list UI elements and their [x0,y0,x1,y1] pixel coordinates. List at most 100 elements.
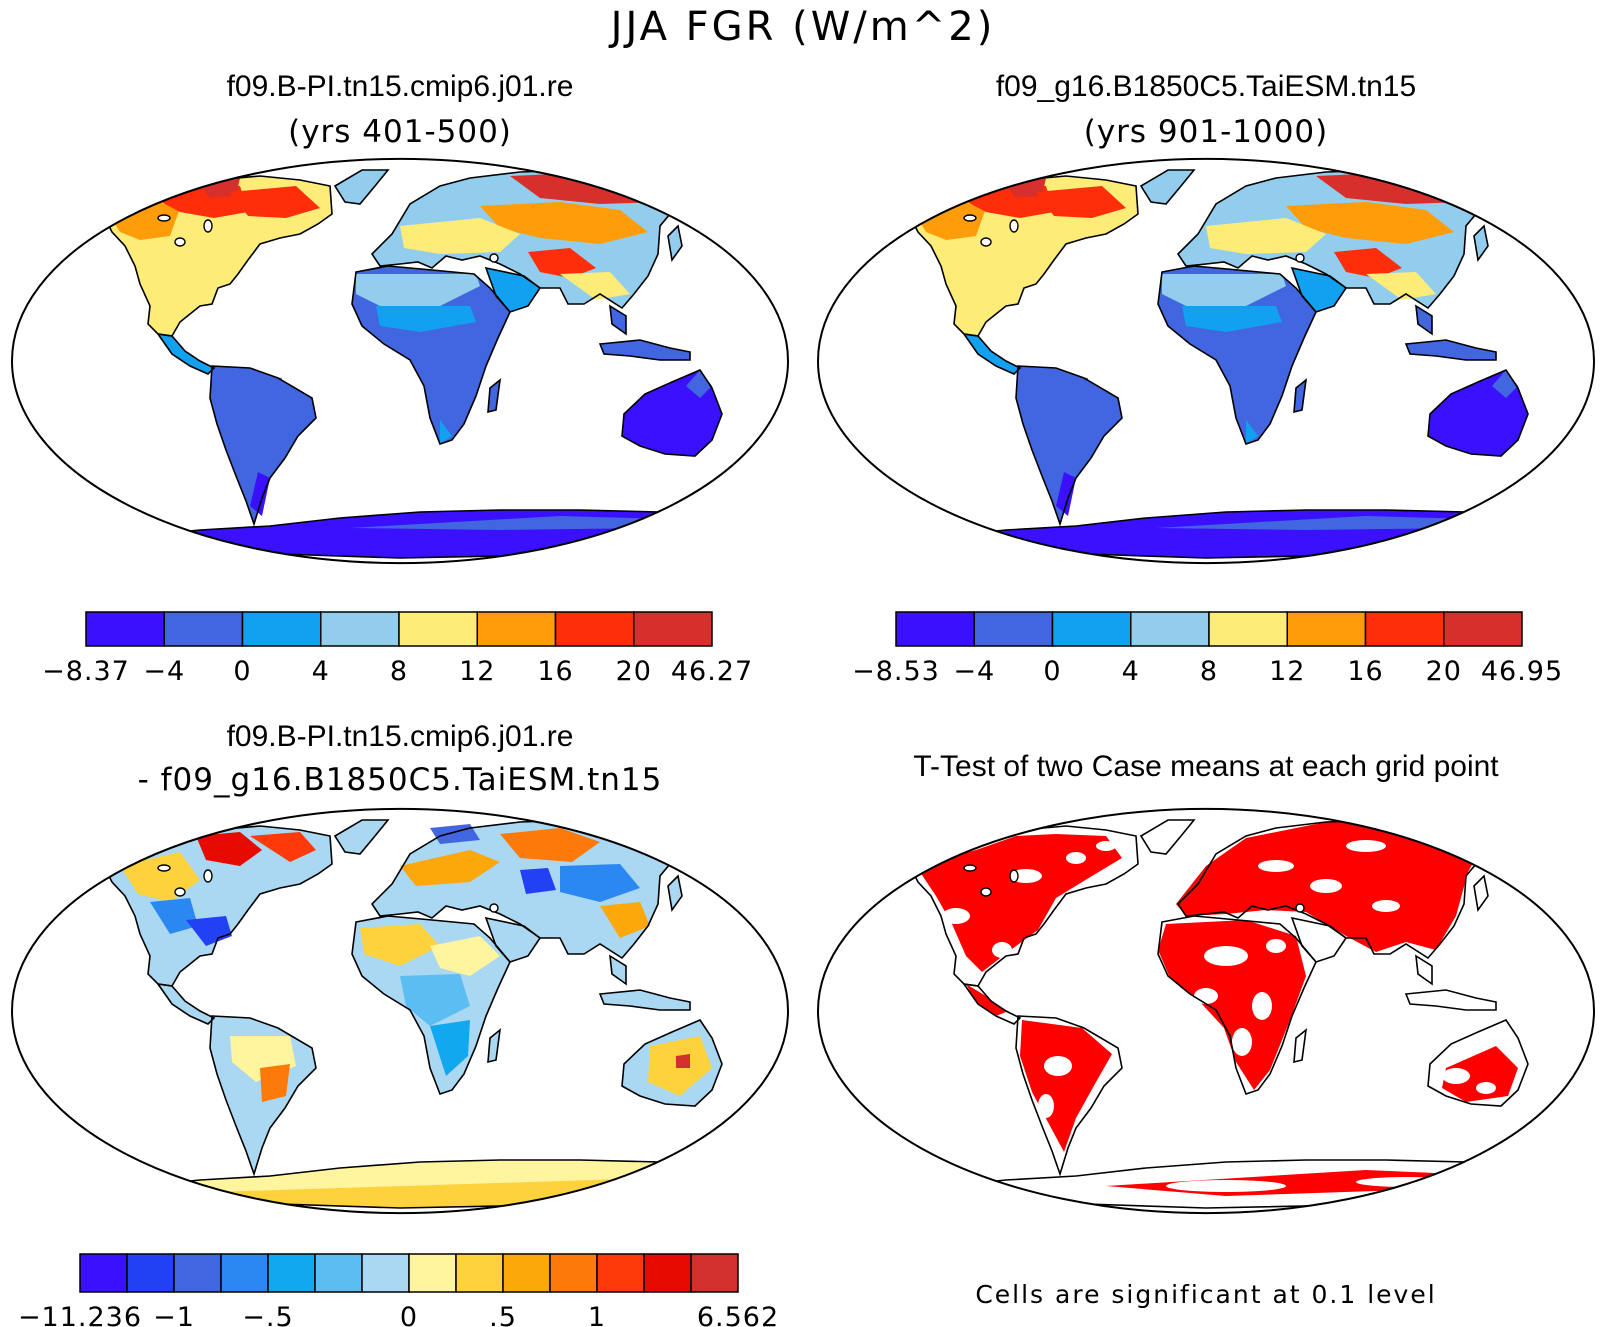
field-contour [1366,272,1436,300]
field-contour [1056,472,1076,516]
field-contour [1334,248,1402,278]
coastline-antarctica [139,509,738,559]
nonsignificant-cells [1232,1028,1252,1056]
coastline-eurasia [370,169,692,310]
coastline-australia [621,369,723,457]
coastline-northAmerica [103,825,333,987]
colorbar-label: −11.236 [18,1302,142,1327]
field-contour [560,864,640,902]
colorbar-box [241,611,322,647]
land-japan [1474,876,1488,910]
colorbar-box [596,1253,645,1293]
colorbar-box [1051,611,1132,647]
significant-cells [966,984,1006,1016]
coastline-centralAmerica [962,982,1022,1025]
field-contour [430,1020,470,1076]
colorbar-label: .5 [489,1302,517,1327]
nonsignificant-cells [1372,900,1400,912]
nonsignificant-cells [1096,841,1116,851]
lake [203,219,213,233]
field-contour [356,274,480,306]
lake [1295,253,1305,263]
colorbar-box [502,1253,551,1293]
colorbar-box [455,1253,504,1293]
colorbar-box [973,611,1054,647]
colorbar-label: 12 [459,656,495,686]
coastline-australia [621,1019,723,1107]
land-japan [668,226,682,260]
nonsignificant-cells [1346,840,1386,852]
coastline-southAmerica [209,365,317,527]
coastline-australia [1427,1019,1529,1107]
colorbar-box [1443,611,1523,647]
coastline-australia [1427,369,1529,457]
coastline-japan [667,874,683,913]
nonsignificant-cells [1044,1056,1072,1076]
significant-cells [1020,1020,1112,1152]
lake [963,864,977,872]
lake [1009,869,1019,883]
panel-2-map [816,158,1596,564]
coastline-africa [351,915,511,1096]
coastline-greenland [1139,169,1196,205]
colorbar-box [1130,611,1210,647]
lake [980,887,992,897]
colorbar-label: 20 [1426,656,1462,686]
colorbar-label: −8.37 [42,656,130,686]
field-contour [1492,370,1518,398]
lake [203,869,213,883]
field-contour [400,974,470,1026]
nonsignificant-cells [1194,988,1218,1004]
field-contour [186,916,232,946]
colorbar-label: −.5 [242,1302,293,1327]
map-boundary [10,158,790,564]
nonsignificant-cells [1476,1082,1496,1094]
colorbar-label: −8.53 [852,656,940,686]
field-contour [400,850,500,886]
field-contour [140,240,238,286]
significant-cells [1158,920,1306,1090]
coastline-japan [1473,224,1489,263]
lake [157,214,171,222]
field-contour [196,832,262,866]
land-japan [1474,226,1488,260]
field-contour [400,218,520,254]
land-centralAmerica [158,984,214,1024]
coastline-africa [1157,915,1317,1096]
coastline-indonesia [598,339,691,361]
field-contour [480,202,648,244]
coastline-northAmerica [103,175,333,337]
colorbar-box [163,611,244,647]
colorbar-box [85,611,165,647]
panel-2-subtitle: (yrs 901-1000) [1083,114,1329,150]
coastline-eurasia [370,819,692,960]
colorbar-label: 0 [233,656,251,686]
coastline-madagascar [487,378,502,414]
coastline-centralAmerica [156,332,216,375]
nonsignificant-cells [1252,992,1272,1020]
colorbar-label: 1 [588,1302,606,1327]
colorbar-label: 8 [1200,656,1218,686]
colorbar-label: −4 [143,656,185,686]
colorbar-box [549,1253,598,1293]
land-centralAmerica [964,334,1020,374]
colorbar-box [554,611,635,647]
panel-3-colorbar: −11.236 −1 −.5 0 .5 1 6.562 [18,1253,778,1327]
field-contour [500,828,600,862]
coastline-northAmerica [909,175,1139,337]
field-contour [150,898,198,934]
coastline-antarctica [945,509,1544,559]
panel-4-significance-note: Cells are significant at 0.1 level [975,1280,1437,1309]
field-contour [528,248,596,278]
colorbar-box [690,1253,739,1293]
land-japan [668,876,682,910]
colorbar-box [1208,611,1288,647]
field-contour [220,370,282,408]
land-seAsia [1416,956,1432,984]
field-contour [632,400,712,450]
land-seAsia [1416,306,1432,334]
land-centralAmerica [158,334,214,374]
colorbar-label: 8 [390,656,408,686]
field-contour [1036,186,1126,218]
field-contour [250,832,316,862]
